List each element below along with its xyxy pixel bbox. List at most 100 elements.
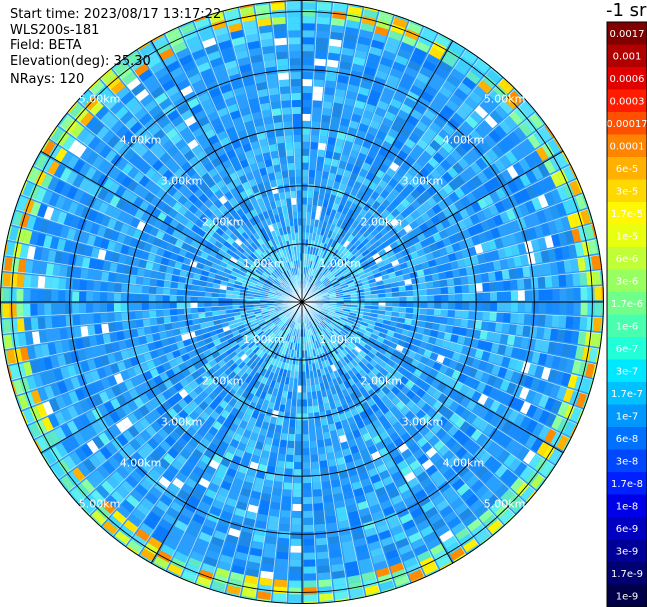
range-gate <box>544 235 554 249</box>
range-gate <box>494 270 503 281</box>
range-gate <box>315 271 321 279</box>
range-gate <box>570 258 580 272</box>
range-gate <box>424 144 437 157</box>
range-gate <box>302 92 312 101</box>
range-gate <box>543 381 554 396</box>
range-gate <box>23 274 32 288</box>
range-gate <box>347 156 357 165</box>
range-gate <box>332 217 339 226</box>
range-gate <box>312 86 324 94</box>
range-gate <box>401 361 411 370</box>
range-gate <box>319 286 327 292</box>
range-gate <box>397 317 406 324</box>
range-gate <box>478 406 490 419</box>
range-gate <box>333 354 340 363</box>
range-gate <box>456 464 470 478</box>
range-gate <box>499 211 510 224</box>
range-gate <box>396 48 411 60</box>
range-gate <box>395 380 405 390</box>
range-gate <box>452 326 461 335</box>
range-gate <box>338 332 346 340</box>
range-gate <box>354 333 363 340</box>
range-gate <box>339 255 347 263</box>
range-gate <box>457 157 470 170</box>
range-gate <box>368 379 377 389</box>
range-gate <box>435 371 445 382</box>
range-gate <box>379 93 392 105</box>
range-gate <box>421 500 435 513</box>
range-gate <box>79 314 88 326</box>
range-gate <box>254 527 266 536</box>
range-gate <box>437 110 450 123</box>
range-gate <box>315 163 323 172</box>
range-gate <box>287 391 293 399</box>
range-gate <box>296 350 300 358</box>
range-gate <box>364 267 372 274</box>
range-gate <box>481 241 491 253</box>
range-gate <box>384 310 393 316</box>
range-gate <box>467 148 480 161</box>
range-gate <box>325 73 337 82</box>
ray-separator <box>301 301 350 601</box>
range-gate <box>337 427 346 437</box>
range-gate <box>426 315 434 322</box>
range-gate <box>356 330 365 337</box>
range-gate <box>538 302 546 314</box>
range-gate <box>466 399 477 411</box>
range-gate <box>321 235 327 244</box>
range-gate <box>329 306 337 309</box>
range-gate <box>360 116 371 126</box>
range-gate <box>326 253 333 261</box>
range-gate <box>417 275 426 283</box>
range-gate <box>346 353 354 362</box>
range-gate <box>30 275 39 289</box>
range-gate <box>218 298 226 302</box>
range-gate <box>358 29 373 39</box>
range-gate <box>135 285 143 294</box>
range-gate <box>320 311 327 316</box>
range-gate <box>320 368 326 376</box>
range-gate <box>441 294 449 302</box>
range-gate <box>448 234 458 244</box>
range-gate <box>525 184 537 199</box>
range-gate <box>390 316 399 322</box>
range-gate <box>321 107 332 116</box>
range-gate <box>319 274 326 282</box>
range-gate <box>447 166 459 179</box>
range-gate <box>385 306 393 311</box>
range-gate <box>271 494 282 503</box>
range-gate <box>357 302 365 305</box>
range-gate <box>484 114 498 129</box>
range-gate <box>163 281 172 289</box>
range-gate <box>383 43 398 55</box>
ray-separator <box>301 14 396 303</box>
range-gate <box>397 228 407 237</box>
range-gate <box>483 94 498 109</box>
range-gate <box>290 538 302 546</box>
range-gate <box>328 293 336 296</box>
range-gate <box>348 120 360 130</box>
range-gate <box>329 194 336 203</box>
range-gate <box>370 503 382 514</box>
range-gate <box>525 169 538 184</box>
range-gate <box>315 419 322 427</box>
range-gate <box>459 533 474 547</box>
range-gate <box>446 491 460 505</box>
range-gate <box>447 309 456 318</box>
range-gate <box>537 237 548 250</box>
range-gate <box>485 494 500 508</box>
range-gate <box>442 123 455 136</box>
range-gate <box>374 26 389 37</box>
range-gate <box>323 431 331 440</box>
range-gate <box>290 370 295 379</box>
range-gate <box>321 290 328 295</box>
range-gate <box>303 559 316 567</box>
range-gate <box>533 130 547 145</box>
range-gate <box>261 563 275 573</box>
range-gate <box>510 219 521 232</box>
range-gate <box>99 303 108 313</box>
range-gate <box>475 283 483 292</box>
range-gate <box>335 138 345 147</box>
range-gate <box>307 183 314 191</box>
range-gate <box>398 285 406 292</box>
